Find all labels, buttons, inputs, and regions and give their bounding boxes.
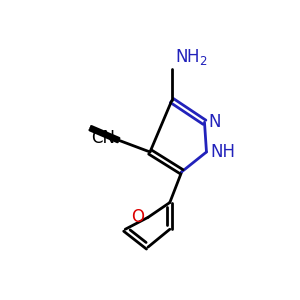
Text: NH$_2$: NH$_2$ xyxy=(175,47,208,67)
Text: N: N xyxy=(208,113,221,131)
Text: O: O xyxy=(131,208,144,226)
Text: NH: NH xyxy=(210,143,236,161)
Text: CN: CN xyxy=(91,129,115,147)
